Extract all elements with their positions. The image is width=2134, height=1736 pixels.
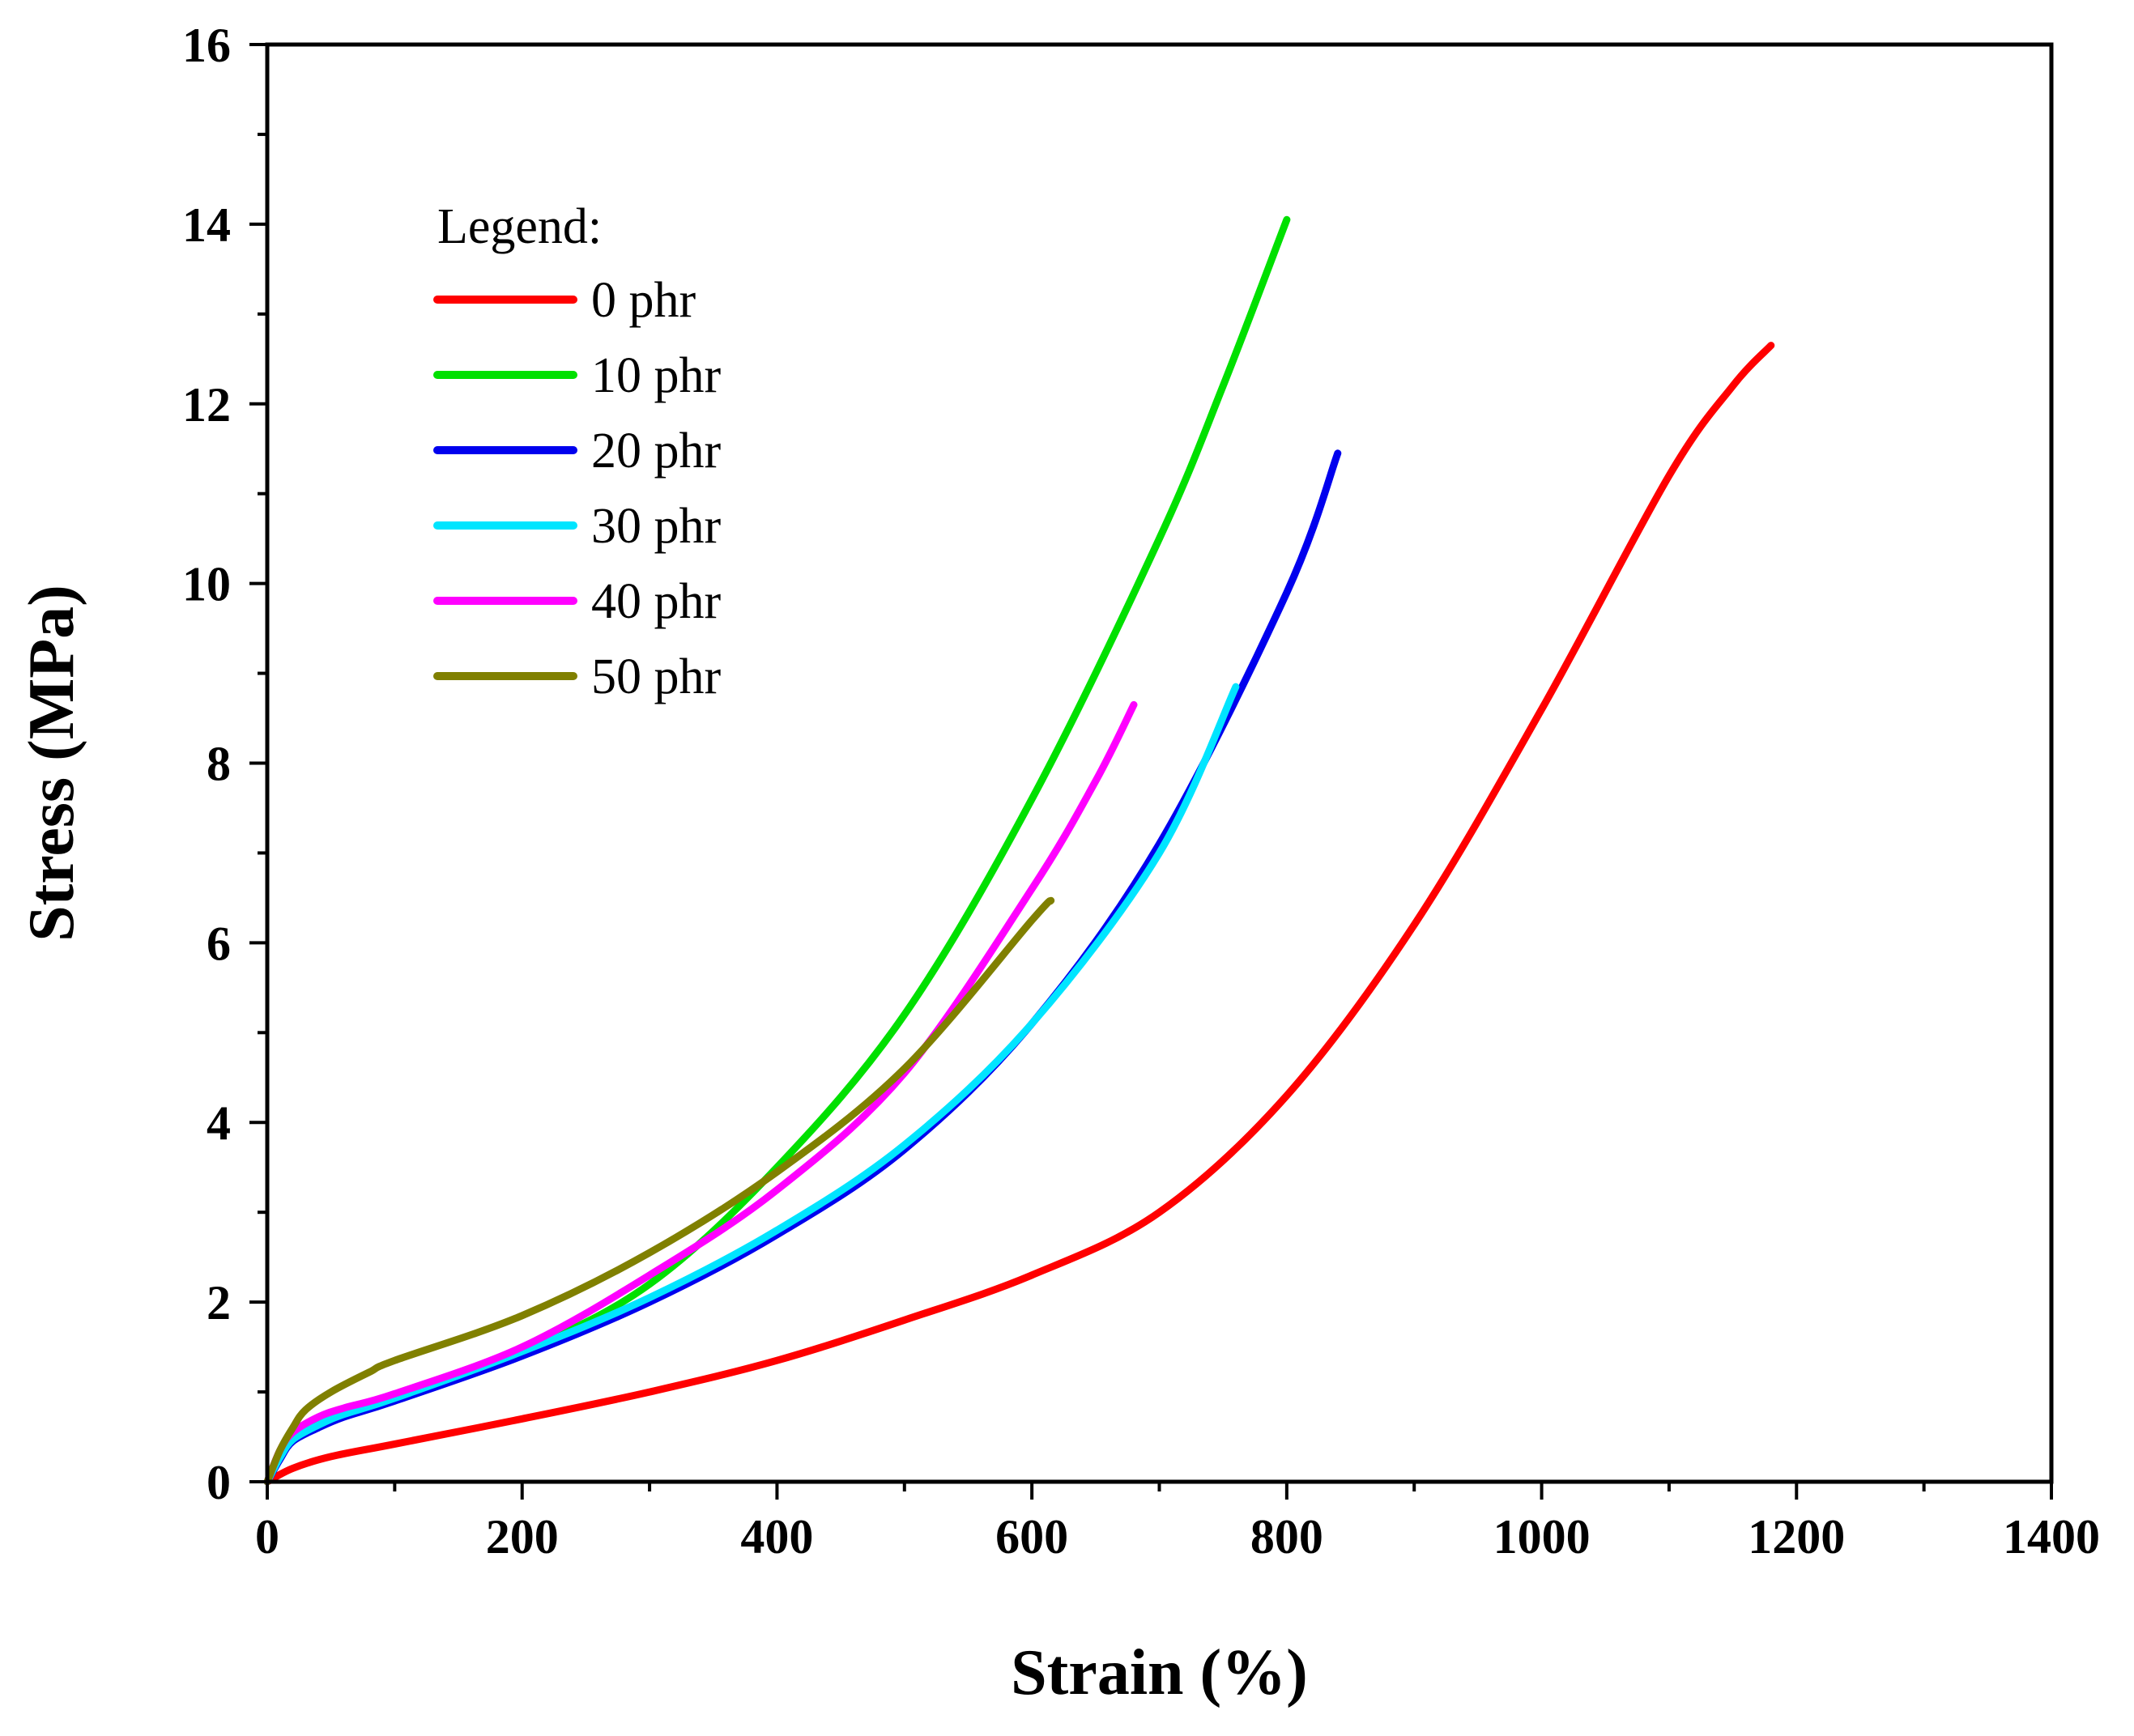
series-line-6 — [263, 896, 1055, 1486]
legend-label-4: 30 phr — [591, 499, 722, 554]
series-line-2 — [263, 215, 1291, 1486]
legend-label-5: 40 phr — [591, 574, 722, 629]
y-tick-label: 14 — [182, 198, 231, 252]
legend-title: Legend: — [437, 199, 602, 254]
y-tick-label: 4 — [207, 1096, 231, 1150]
x-axis-title: Strain (%) — [1011, 1637, 1308, 1708]
data-curves — [263, 215, 1775, 1486]
y-tick-label: 16 — [182, 19, 231, 72]
x-tick-label: 200 — [486, 1510, 559, 1564]
legend: Legend: 0 phr 10 phr 20 phr 30 phr 40 phr 50 … — [433, 199, 722, 704]
x-tick-label: 0 — [255, 1510, 279, 1564]
legend-label-6: 50 phr — [591, 649, 722, 704]
x-axis-ticks: 0 200 400 600 800 1000 1200 1400 — [255, 1482, 2100, 1564]
y-tick-label: 2 — [207, 1276, 231, 1330]
y-axis-ticks: 0 2 4 6 8 10 12 14 16 — [182, 19, 267, 1509]
series-line-1 — [263, 342, 1775, 1486]
y-tick-label: 10 — [182, 558, 231, 611]
x-tick-label: 600 — [995, 1510, 1068, 1564]
x-tick-label: 800 — [1250, 1510, 1323, 1564]
y-tick-label: 12 — [182, 378, 231, 432]
legend-label-2: 10 phr — [591, 348, 722, 403]
x-tick-label: 400 — [740, 1510, 813, 1564]
x-tick-label: 1000 — [1493, 1510, 1591, 1564]
y-axis-title: Stress (MPa) — [16, 585, 87, 942]
y-tick-label: 8 — [207, 738, 231, 791]
legend-label-1: 0 phr — [591, 273, 696, 328]
y-tick-label: 0 — [207, 1456, 231, 1509]
series-line-3 — [263, 449, 1342, 1486]
legend-label-3: 20 phr — [591, 423, 722, 479]
series-line-5 — [263, 700, 1138, 1486]
y-tick-label: 6 — [207, 917, 231, 970]
x-tick-label: 1400 — [2003, 1510, 2100, 1564]
series-line-4 — [263, 683, 1240, 1486]
x-tick-label: 1200 — [1748, 1510, 1845, 1564]
plot-frame — [265, 42, 2054, 1484]
